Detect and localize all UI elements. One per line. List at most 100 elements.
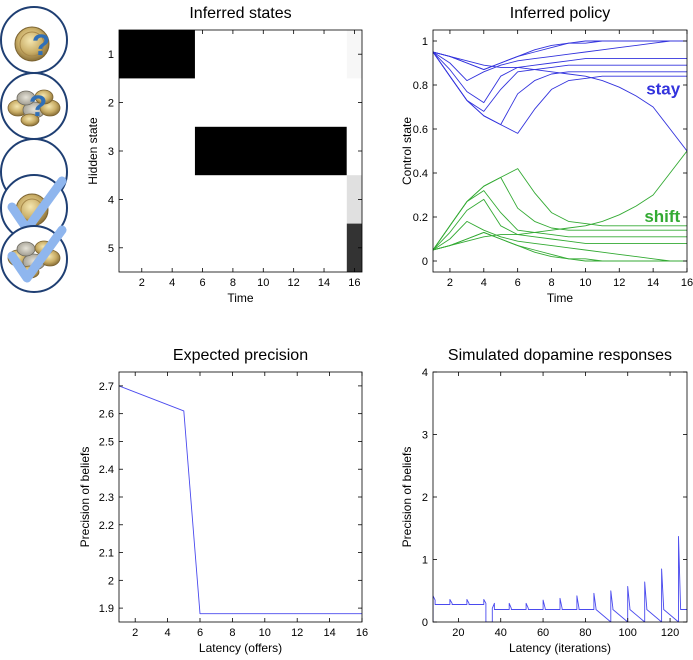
x-tick-label: 12: [613, 277, 625, 289]
series-line-precision: [119, 385, 362, 615]
axes-frame: [432, 371, 688, 623]
x-tick-label: 120: [661, 627, 679, 639]
x-axis-label: Time: [547, 291, 574, 305]
y-tick-label: 4: [108, 194, 114, 206]
svg-text:?: ?: [32, 29, 50, 62]
x-axis-label: Latency (iterations): [509, 641, 611, 655]
y-tick-label: 2.1: [99, 548, 114, 560]
series-annotation-stay: stay: [646, 79, 681, 98]
y-tick-label: 2: [108, 575, 114, 587]
x-tick-label: 2: [139, 277, 145, 289]
y-tick-label: 2.3: [99, 492, 114, 504]
x-tick-label: 8: [229, 627, 235, 639]
series-line-shift: [433, 168, 687, 251]
series-line-stay: [433, 40, 687, 82]
series-line-shift: [433, 198, 687, 251]
inferred-policy-chart: 2 4 6 8 10 12 14 16 0 0.2 0.4 0.6 0.8 1 Inferred polic…: [400, 5, 693, 305]
x-tick-label: 12: [288, 277, 300, 289]
y-tick-label: 3: [422, 430, 428, 442]
state-cell: [346, 223, 362, 272]
axes-frame: [432, 29, 688, 273]
series-line-stay: [433, 51, 687, 134]
x-tick-label: 100: [619, 627, 637, 639]
x-tick-label: 16: [348, 277, 360, 289]
series-line-shift: [433, 190, 687, 251]
state-cell: [346, 30, 362, 79]
y-tick-label: 2.4: [99, 464, 114, 476]
svg-text:?: ?: [29, 90, 47, 123]
x-tick-label: 60: [537, 627, 549, 639]
y-tick-label: 0.6: [413, 124, 428, 136]
x-tick-label: 10: [257, 277, 269, 289]
y-tick-label: 2.6: [99, 409, 114, 421]
x-tick-label: 14: [323, 627, 335, 639]
y-tick-label: 2.7: [99, 381, 114, 393]
series-line-stay: [433, 51, 687, 112]
series-line-shift: [433, 231, 687, 262]
x-tick-label: 4: [169, 277, 175, 289]
y-tick-label: 0.4: [413, 168, 428, 180]
single-coin-question-icon: ?: [0, 6, 68, 74]
y-tick-label: 1.9: [99, 603, 114, 615]
x-tick-label: 2: [447, 277, 453, 289]
coin-pile-check-icon: [0, 225, 68, 293]
series-line-shift: [433, 150, 687, 251]
x-tick-label: 2: [132, 627, 138, 639]
series-annotation-shift: shift: [644, 207, 680, 226]
series-line-stay: [433, 51, 687, 104]
coin-pile-question-icon: ?: [0, 72, 68, 140]
y-tick-label: 2.2: [99, 520, 114, 532]
y-tick-label: 2.5: [99, 436, 114, 448]
state-block: [119, 30, 195, 79]
y-tick-label: 1: [422, 555, 428, 567]
x-tick-label: 6: [199, 277, 205, 289]
chart-title: Inferred policy: [510, 5, 611, 22]
series-line-dopamine: [433, 535, 687, 622]
chart-title: Inferred states: [189, 5, 291, 22]
series-line-shift: [433, 220, 687, 262]
chart-title: Expected precision: [173, 347, 308, 364]
y-tick-label: 2: [422, 492, 428, 504]
x-tick-label: 16: [681, 277, 693, 289]
plot-area: [433, 535, 687, 622]
series-line-stay: [433, 40, 687, 71]
x-tick-label: 8: [230, 277, 236, 289]
y-tick-label: 2: [108, 98, 114, 110]
x-tick-label: 10: [259, 627, 271, 639]
y-tick-label: 0.8: [413, 80, 428, 92]
x-tick-label: 8: [548, 277, 554, 289]
state-block: [194, 126, 347, 176]
x-tick-label: 10: [579, 277, 591, 289]
x-tick-label: 6: [515, 277, 521, 289]
y-tick-label: 0: [422, 256, 428, 268]
axes-frame: [118, 371, 363, 623]
dopamine-responses-chart: 20 40 60 80 100 120 0 1 2 3 4 Simulated dopamine re…: [400, 347, 688, 655]
expected-precision-chart: 2 4 6 8 10 12 14 16 1.9 2 2.1 2.2 2.3 2.4 2.5 2.6 2.7 Exp…: [78, 347, 368, 655]
y-tick-label: 1: [108, 49, 114, 61]
state-cell: [346, 126, 362, 176]
state-cell: [346, 175, 362, 224]
y-tick-label: 0.2: [413, 212, 428, 224]
state-cell: [346, 78, 362, 127]
icon-column: ? ?: [0, 6, 68, 293]
x-tick-label: 80: [579, 627, 591, 639]
y-tick-label: 1: [422, 36, 428, 48]
chart-title: Simulated dopamine responses: [448, 347, 672, 364]
x-tick-label: 20: [452, 627, 464, 639]
x-tick-label: 40: [495, 627, 507, 639]
series-line-stay: [433, 51, 687, 152]
y-tick-label: 0: [422, 617, 428, 629]
x-axis-label: Time: [227, 291, 254, 305]
y-axis-label: Precision of beliefs: [400, 447, 414, 548]
y-axis-label: Control state: [400, 117, 414, 185]
y-tick-label: 3: [108, 146, 114, 158]
x-tick-label: 4: [165, 627, 171, 639]
x-tick-label: 6: [197, 627, 203, 639]
plot-area: [119, 385, 362, 615]
x-tick-label: 16: [356, 627, 368, 639]
y-tick-label: 4: [422, 367, 428, 379]
x-tick-label: 12: [291, 627, 303, 639]
y-tick-label: 5: [108, 243, 114, 255]
